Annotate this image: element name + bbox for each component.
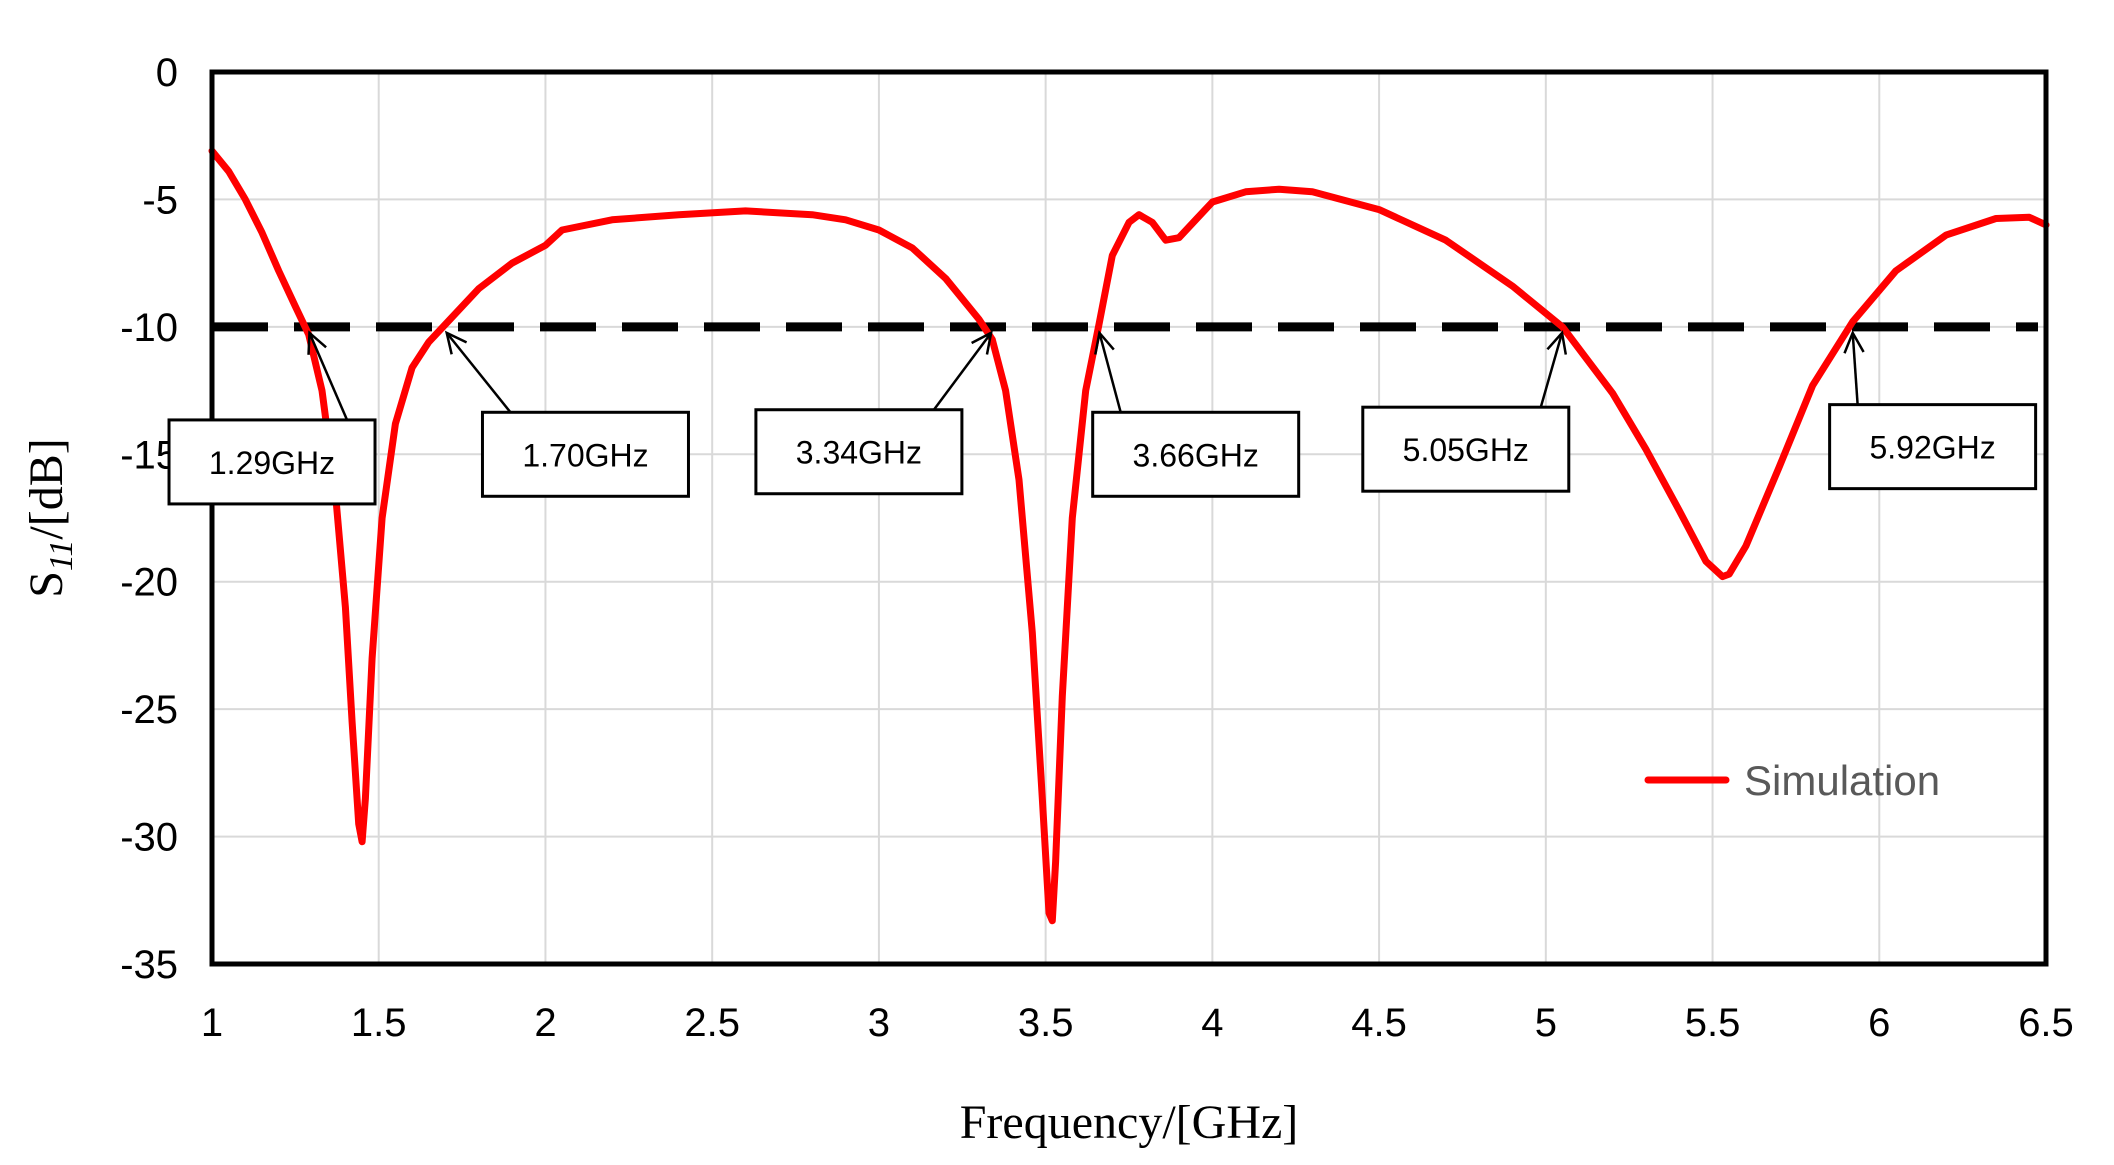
- annotation-label: 3.66GHz: [1133, 437, 1259, 473]
- annotation-arrow-shaft: [1539, 332, 1564, 408]
- y-tick-label: -30: [120, 816, 178, 860]
- y-axis-title-subscript: 11: [43, 540, 80, 571]
- annotation-label: 3.34GHz: [796, 435, 922, 471]
- x-tick-label: 3: [868, 1001, 890, 1045]
- legend-label-simulation: Simulation: [1744, 757, 1940, 804]
- annotation-box: [167, 418, 377, 506]
- annotation-box: [1361, 405, 1571, 493]
- y-tick-label: 0: [156, 51, 178, 95]
- x-tick-label: 4: [1201, 1001, 1223, 1045]
- annotation-arrow-head: [307, 330, 327, 355]
- annotation-box: [1091, 410, 1301, 498]
- x-tick-label: 5: [1535, 1001, 1557, 1045]
- annotation-arrow-shaft: [932, 332, 993, 411]
- x-tick-label: 2: [534, 1001, 556, 1045]
- annotation-box: [480, 410, 690, 498]
- annotation-label: 1.29GHz: [209, 445, 335, 481]
- x-tick-label: 1.5: [351, 1001, 407, 1045]
- plot-area-frame: [209, 69, 2049, 967]
- x-tick-label: 6: [1868, 1001, 1890, 1045]
- annotation-label: 1.70GHz: [522, 437, 648, 473]
- y-tick-label: -5: [142, 178, 178, 222]
- x-tick-labels: 1 1.5 2 2.5 3 3.5 4 4.5 5 5.5 6 6.5: [201, 1001, 2074, 1045]
- y-axis-title-suffix: /[dB]: [20, 438, 73, 539]
- y-tick-label: -10: [120, 306, 178, 350]
- annotation-box: [1828, 403, 2038, 491]
- y-axis-title-main: S: [20, 571, 73, 598]
- annotation-arrow-shaft: [445, 332, 512, 414]
- legend: Simulation: [1644, 757, 1940, 804]
- annotation-arrow-head: [1843, 329, 1865, 354]
- series-line-simulation: [208, 147, 2050, 925]
- series-layer: [208, 147, 2050, 925]
- annotation-arrow-head: [444, 330, 468, 355]
- x-tick-label: 1: [201, 1001, 223, 1045]
- y-tick-label: -35: [120, 943, 178, 987]
- x-axis-title: Frequency/[GHz]: [960, 1096, 1299, 1149]
- annotation-arrow-head: [1094, 330, 1115, 355]
- annotation-arrow-head: [971, 330, 993, 355]
- x-tick-label: 5.5: [1685, 1001, 1741, 1045]
- y-tick-label: -20: [120, 561, 178, 605]
- y-tick-labels: 0-5-10-15-20-25-30-35: [120, 51, 178, 987]
- annotation-arrow-shaft: [1851, 332, 1859, 405]
- x-tick-label: 4.5: [1351, 1001, 1407, 1045]
- annotation-box: [754, 408, 964, 496]
- y-axis-title: S11/[dB]: [20, 438, 80, 598]
- annotation-arrow-shaft: [1098, 332, 1122, 413]
- x-tick-label: 3.5: [1018, 1001, 1074, 1045]
- annotation-arrow-shaft: [308, 332, 349, 421]
- annotation-arrow-head: [1546, 330, 1568, 355]
- annotation-label: 5.92GHz: [1869, 430, 1995, 466]
- annotations: 1.29GHz 1.70GHz 3.34GHz 3.66GHz 5.05GHz 5.92G…: [167, 329, 2038, 506]
- annotation-label: 5.05GHz: [1403, 432, 1529, 468]
- y-tick-label: -25: [120, 688, 178, 732]
- x-tick-label: 6.5: [2018, 1001, 2074, 1045]
- x-tick-label: 2.5: [684, 1001, 740, 1045]
